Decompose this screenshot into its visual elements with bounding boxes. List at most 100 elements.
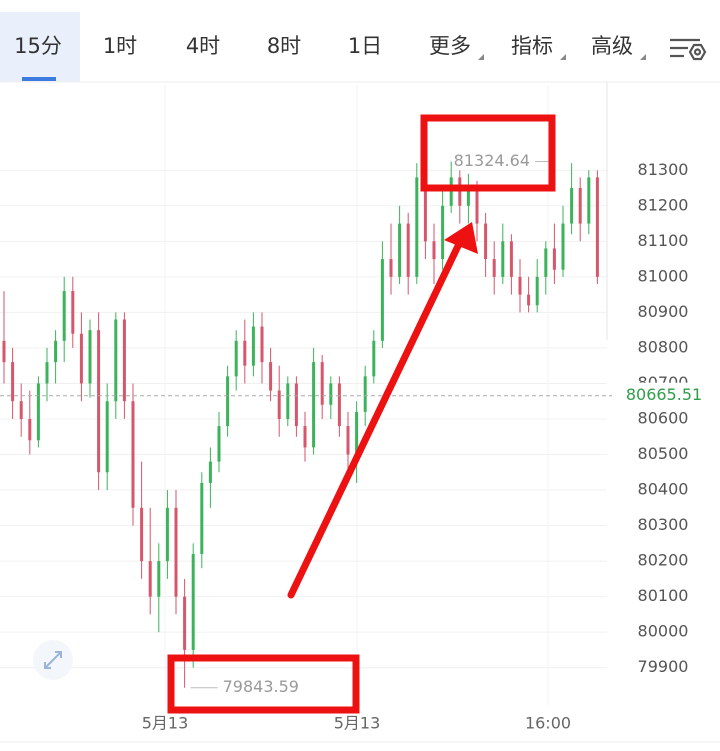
candle-body xyxy=(71,291,75,334)
tab[interactable]: 高级 xyxy=(591,34,633,58)
candle-body xyxy=(527,294,531,306)
annotation-boxes xyxy=(167,114,556,714)
last-price-box xyxy=(612,382,720,409)
y-tick-label: 81300 xyxy=(638,160,689,179)
candle-body xyxy=(260,326,264,363)
low-label: 79843.59 xyxy=(223,677,299,696)
y-tick-label: 81100 xyxy=(638,231,689,250)
tab[interactable]: 指标 xyxy=(511,34,553,58)
candle-body xyxy=(114,319,118,402)
candle-body xyxy=(88,330,92,384)
candle-body xyxy=(380,259,384,341)
candle-body xyxy=(19,401,23,419)
candle-body xyxy=(406,223,410,277)
tab-bar xyxy=(0,0,720,82)
x-tick-label: 5月13 xyxy=(334,714,381,733)
candle-body xyxy=(509,241,513,277)
candle-body xyxy=(475,188,479,224)
y-tick-label: 80800 xyxy=(638,337,689,356)
candle-body xyxy=(329,383,333,405)
candle-body xyxy=(11,362,15,402)
dropdown-caret xyxy=(478,54,484,60)
candle-body xyxy=(501,241,505,277)
candle-body xyxy=(2,340,6,363)
candle-body xyxy=(36,383,40,441)
dropdown-caret xyxy=(640,54,646,60)
candle-body xyxy=(535,276,539,306)
candle-body xyxy=(294,383,298,427)
candle-body xyxy=(251,326,255,366)
candle-body xyxy=(466,188,470,206)
candle-body xyxy=(217,426,221,462)
y-tick-label: 80000 xyxy=(638,622,689,641)
candle-body xyxy=(277,390,281,419)
y-tick-label: 80400 xyxy=(638,480,689,499)
y-tick-label: 80100 xyxy=(638,586,689,605)
candle-body xyxy=(312,362,316,448)
candle-body xyxy=(148,561,152,597)
candle-body xyxy=(423,177,427,242)
candle-body xyxy=(415,177,419,277)
y-tick-label: 80200 xyxy=(638,551,689,570)
tab[interactable]: 1日 xyxy=(348,34,382,58)
candle-body xyxy=(157,561,161,597)
candle-body xyxy=(346,426,350,455)
y-tick-label: 80300 xyxy=(638,515,689,534)
x-tick-label: 16:00 xyxy=(525,714,571,733)
candle-body xyxy=(449,177,453,206)
candle-body xyxy=(337,383,341,427)
candle-body xyxy=(122,319,126,402)
candle-body xyxy=(174,507,178,597)
candle-body xyxy=(105,401,109,473)
candle-body xyxy=(595,177,599,277)
candle-body xyxy=(441,205,445,260)
candle-body xyxy=(140,507,144,562)
candle-body xyxy=(208,461,212,483)
candle-body xyxy=(432,241,436,260)
x-tick-label: 5月13 xyxy=(142,714,189,733)
tab[interactable]: 4时 xyxy=(186,34,220,58)
candle-body xyxy=(552,248,556,270)
candle-body xyxy=(303,426,307,448)
y-tick-label: 81200 xyxy=(638,195,689,214)
candle-body xyxy=(165,507,169,562)
candle-body xyxy=(363,376,367,412)
high-label: 81324.64 xyxy=(454,151,530,170)
candle-body xyxy=(570,188,574,224)
candle-body xyxy=(372,340,376,377)
candle-body xyxy=(578,188,582,224)
candle-body xyxy=(131,401,135,508)
tab[interactable]: 1时 xyxy=(103,34,137,58)
tab[interactable]: 更多 xyxy=(429,34,471,58)
y-tick-label: 79900 xyxy=(638,657,689,676)
candle-body xyxy=(200,482,204,554)
candle-body xyxy=(97,330,101,473)
candle-body xyxy=(544,248,548,277)
y-tick-label: 80600 xyxy=(638,408,689,427)
settings-icon[interactable] xyxy=(670,38,707,61)
candle-body xyxy=(54,340,58,363)
candle-body xyxy=(28,418,32,441)
candle-body xyxy=(458,177,462,206)
candle-body xyxy=(561,223,565,270)
candle-body xyxy=(320,362,324,405)
dropdown-caret xyxy=(560,54,566,60)
y-tick-label: 81000 xyxy=(638,266,689,285)
y-tick-label: 80900 xyxy=(638,302,689,321)
active-tab-bg xyxy=(0,12,80,82)
last-price-label: 80665.51 xyxy=(626,385,702,404)
candle-body xyxy=(587,177,591,224)
candle-body xyxy=(286,383,290,419)
expand-icon[interactable] xyxy=(33,640,73,680)
tab[interactable]: 8时 xyxy=(267,34,301,58)
active-tab-underline xyxy=(22,77,56,81)
tab[interactable]: 15分 xyxy=(14,34,62,58)
candle-body xyxy=(79,333,83,384)
candle-body xyxy=(226,376,230,427)
candle-body xyxy=(243,340,247,366)
candle-body xyxy=(269,362,273,391)
candle-body xyxy=(355,411,359,455)
candle-body xyxy=(389,259,393,277)
candle-body xyxy=(484,223,488,260)
